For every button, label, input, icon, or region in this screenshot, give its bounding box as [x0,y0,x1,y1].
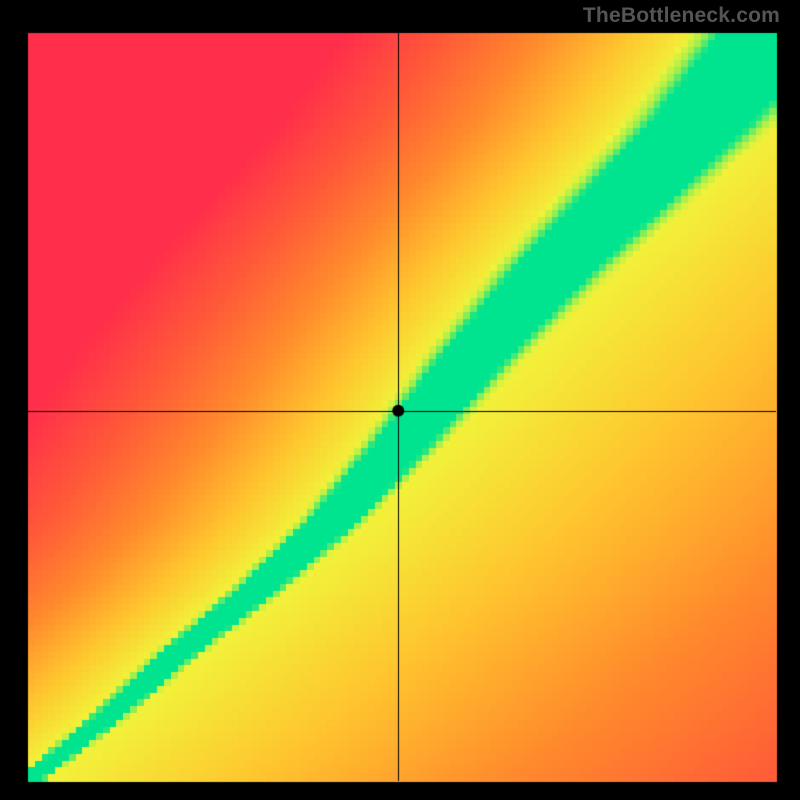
watermark-text: TheBottleneck.com [583,4,780,28]
chart-container: TheBottleneck.com [0,0,800,800]
heatmap-canvas [0,0,800,800]
